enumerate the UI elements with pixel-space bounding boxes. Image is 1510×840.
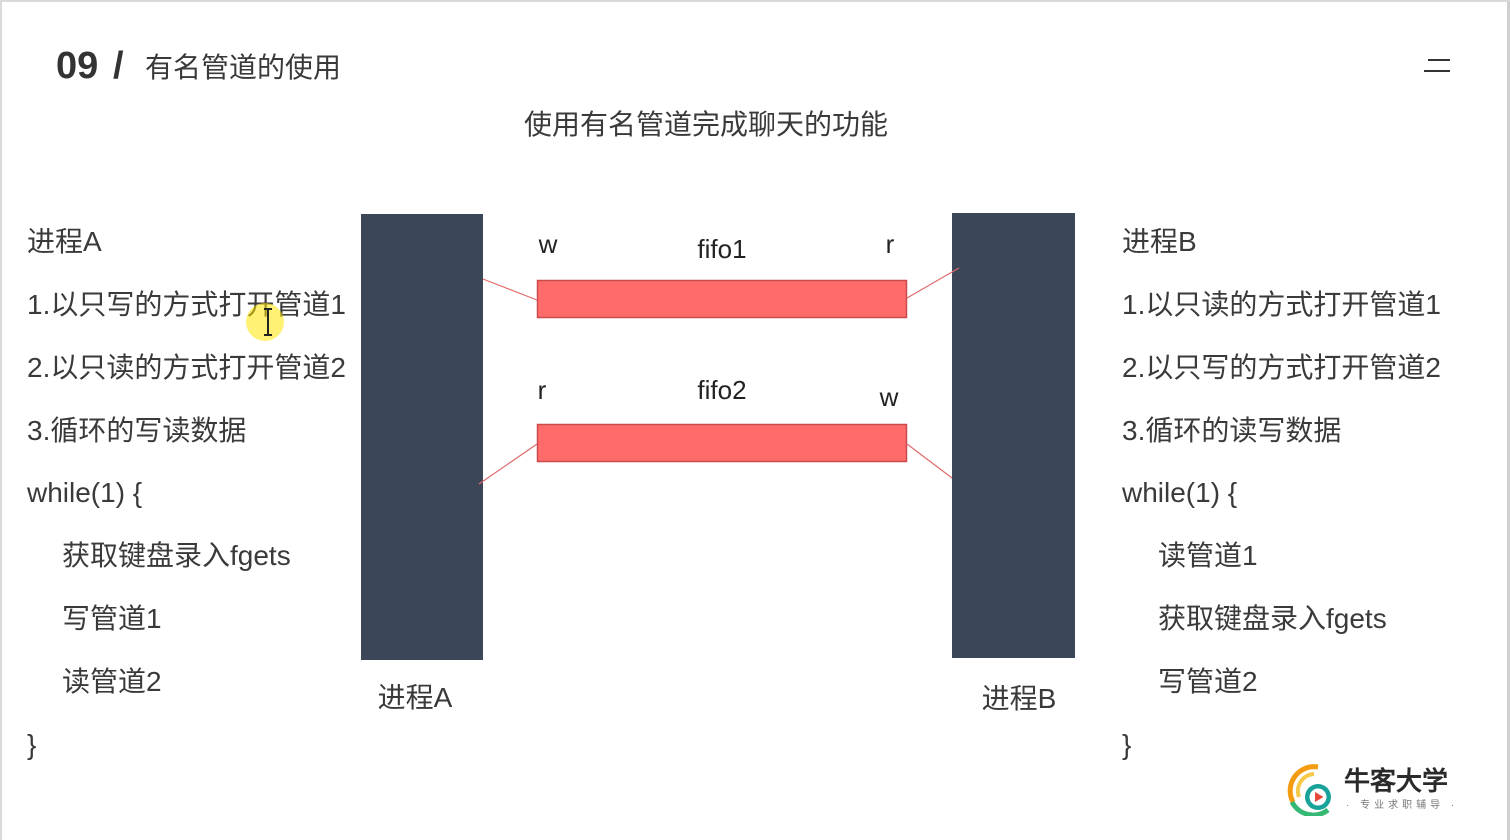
fifo1-connector-left <box>482 278 538 301</box>
logo-tagline: · 专业求职辅导 · <box>1346 800 1459 811</box>
process-a-step-1: 1.以只写的方式打开管道1 <box>27 289 346 320</box>
process-b-block <box>952 213 1075 658</box>
process-b-loop-line-1: 读管道1 <box>1158 540 1258 571</box>
fifo1-right-end-label: r <box>885 229 895 259</box>
process-a-step-3: 3.循环的写读数据 <box>27 415 247 446</box>
fifo2-connector-right <box>906 443 953 479</box>
process-a-heading: 进程A <box>27 226 102 257</box>
page-title: 有名管道的使用 <box>145 52 342 83</box>
process-a-loop-line-3: 读管道2 <box>62 666 162 697</box>
process-a-loop-close: } <box>27 729 37 760</box>
process-b-block-label: 进程B <box>981 683 1057 714</box>
nowcoder-logo: 牛客大学 · 专业求职辅导 · <box>1286 760 1461 816</box>
logo-arc-yellow <box>1295 772 1315 798</box>
process-b-loop-line-2: 获取键盘录入fgets <box>1158 603 1387 634</box>
section-number: 09 <box>56 45 99 87</box>
process-a-loop-line-1: 获取键盘录入fgets <box>62 540 291 571</box>
fifo1-connector-right <box>906 267 960 299</box>
cursor-highlight <box>246 303 284 341</box>
fifo2-left-end-label: r <box>537 375 547 405</box>
process-a-step-2: 2.以只读的方式打开管道2 <box>27 352 346 383</box>
fifo2-connector-left <box>478 443 538 485</box>
section-separator: / <box>113 45 124 87</box>
process-a-block <box>361 214 483 660</box>
process-b-step-1: 1.以只读的方式打开管道1 <box>1122 289 1441 320</box>
fifo2-right-end-label: w <box>879 382 899 412</box>
slide-subtitle: 使用有名管道完成聊天的功能 <box>523 109 888 140</box>
fifo1-pipe <box>536 279 908 319</box>
fifo2-name-label: fifo2 <box>697 375 747 405</box>
menu-icon <box>1424 59 1450 72</box>
process-b-step-3: 3.循环的读写数据 <box>1122 415 1342 446</box>
process-b-loop-close: } <box>1122 729 1132 760</box>
fifo2-pipe <box>536 423 908 463</box>
process-a-loop-open: while(1) { <box>27 477 143 508</box>
process-a-loop-line-2: 写管道1 <box>62 603 162 634</box>
process-b-loop-line-3: 写管道2 <box>1158 666 1258 697</box>
fifo1-name-label: fifo1 <box>697 234 747 264</box>
process-b-heading: 进程B <box>1122 226 1197 257</box>
logo-name: 牛客大学 <box>1344 766 1449 796</box>
logo-play-icon <box>1315 792 1324 802</box>
text-cursor-icon <box>246 303 284 341</box>
logo-arc-orange <box>1287 764 1319 804</box>
fifo1-left-end-label: w <box>538 229 558 259</box>
process-b-loop-open: while(1) { <box>1122 477 1238 508</box>
process-a-block-label: 进程A <box>377 682 453 713</box>
process-b-step-2: 2.以只写的方式打开管道2 <box>1122 352 1441 383</box>
nowcoder-logo-icon <box>1287 764 1331 816</box>
logo-arc-green <box>1289 800 1330 816</box>
